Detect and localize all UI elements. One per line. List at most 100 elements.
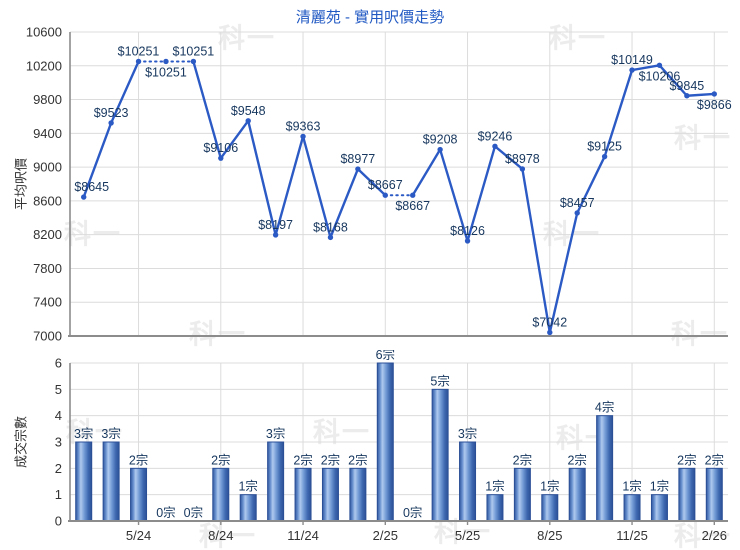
watermark-text: 科一 <box>674 521 732 550</box>
price-line-chart: 7000 7400 7800 8200 8600 9000 9400 9800 10200 106… <box>26 25 732 344</box>
count-y-tick-label: 4 <box>55 408 62 423</box>
price-point-marker <box>245 118 251 124</box>
price-point-marker <box>629 67 635 73</box>
price-line-segment <box>466 145 497 243</box>
transaction-bar <box>294 467 312 522</box>
price-point-marker <box>410 192 416 198</box>
x-tick-label: 2/26 <box>702 528 727 543</box>
transaction-bar <box>239 494 257 522</box>
price-point-marker <box>656 62 663 68</box>
count-y-tick-label: 3 <box>55 435 62 450</box>
count-data-label: 2宗 <box>677 452 696 467</box>
price-line-segment <box>329 167 360 239</box>
price-data-label: $10251 <box>173 44 215 58</box>
count-data-label: 6宗 <box>376 350 395 362</box>
price-data-label: $9125 <box>587 140 622 154</box>
watermark-text: 科一 <box>199 521 257 550</box>
chart-title: 清麗苑 - 實用呎價走勢 <box>295 9 445 26</box>
transaction-bar <box>513 467 531 522</box>
count-data-label: 5宗 <box>430 373 449 388</box>
price-line-segment <box>301 135 332 239</box>
price-point-marker <box>81 194 87 200</box>
count-data-label: 1宗 <box>650 479 669 494</box>
count-data-label: 1宗 <box>622 479 641 494</box>
price-point-marker <box>355 166 361 172</box>
price-data-label: $8126 <box>450 224 485 238</box>
price-point-marker <box>135 58 142 65</box>
price-data-label: $8667 <box>368 178 403 192</box>
price-line-segment <box>630 64 661 72</box>
price-data-label: $9106 <box>203 141 238 155</box>
transaction-bar <box>459 441 477 522</box>
price-data-label: $8457 <box>560 196 595 210</box>
count-y-tick-label: 6 <box>55 356 62 371</box>
count-data-label: 2宗 <box>567 452 586 467</box>
transaction-bar <box>568 467 586 522</box>
count-data-label: 0宗 <box>403 505 422 520</box>
count-y-tick-label: 2 <box>55 461 62 476</box>
watermark-text: 科一 <box>549 23 607 54</box>
watermark-text: 科一 <box>674 123 732 154</box>
count-data-label: 2宗 <box>348 452 367 467</box>
count-data-label: 2宗 <box>513 452 532 467</box>
count-y-tick-label: 0 <box>55 514 62 529</box>
count-data-label: 0宗 <box>156 505 175 520</box>
transaction-bar <box>650 494 668 522</box>
count-data-label: 3宗 <box>458 426 477 441</box>
price-point-marker <box>272 232 279 238</box>
transaction-bar <box>102 441 120 522</box>
price-y-tick-label: 9000 <box>33 160 62 175</box>
count-data-label: 4宗 <box>595 400 614 415</box>
price-y-tick-label: 7800 <box>33 261 62 276</box>
x-tick-label: 11/25 <box>616 528 648 543</box>
transaction-bar <box>75 441 93 522</box>
price-line-segment <box>411 148 442 197</box>
price-y-tick-label: 8600 <box>33 193 62 208</box>
watermark-text: 科一 <box>434 517 492 548</box>
x-tick-label: 8/25 <box>537 528 562 543</box>
price-point-marker <box>218 155 224 161</box>
price-axis-title: 平均呎價 <box>13 157 29 211</box>
price-data-label: $7042 <box>532 315 567 329</box>
price-data-label: $10206 <box>639 69 681 83</box>
count-y-tick-label: 5 <box>55 382 62 397</box>
price-line-segment <box>82 121 113 199</box>
price-y-tick-label: 9800 <box>33 92 62 107</box>
price-data-label: $9866 <box>697 98 732 112</box>
price-data-label: $10149 <box>611 53 653 67</box>
price-data-label: $9208 <box>423 133 458 147</box>
transaction-bar <box>486 494 504 522</box>
price-line-segment <box>438 148 469 243</box>
price-line-segment <box>356 167 387 197</box>
price-data-label: $9363 <box>286 119 321 133</box>
transaction-bar <box>212 467 230 522</box>
price-line-segment <box>219 119 250 160</box>
price-point-marker <box>300 133 306 140</box>
price-data-label: $8978 <box>505 152 540 166</box>
count-data-label: 2宗 <box>211 452 230 467</box>
price-line-segment <box>603 68 634 158</box>
count-axis-title: 成交宗數 <box>13 415 29 469</box>
price-data-label: $9548 <box>231 104 266 118</box>
price-data-label: $8168 <box>313 220 348 234</box>
price-point-marker <box>601 153 608 160</box>
price-y-tick-label: 7000 <box>33 329 62 344</box>
transaction-bar <box>321 467 339 522</box>
watermark-text: 科一 <box>671 319 729 350</box>
price-line-segment <box>548 211 579 334</box>
price-data-label: $9523 <box>94 106 129 120</box>
count-data-label: 3宗 <box>101 426 120 441</box>
count-data-label: 2宗 <box>705 452 724 467</box>
price-point-marker <box>684 93 690 99</box>
transaction-bar <box>596 415 614 522</box>
price-data-label: $8667 <box>395 199 430 213</box>
price-line-segment <box>576 155 606 215</box>
price-point-marker <box>464 238 471 244</box>
price-y-tick-label: 9400 <box>33 126 62 141</box>
x-tick-label: 5/24 <box>126 528 151 543</box>
price-line-segment <box>521 167 551 334</box>
count-data-label: 3宗 <box>266 426 285 441</box>
price-y-tick-label: 10200 <box>26 58 62 73</box>
price-line-segment <box>109 60 140 125</box>
x-tick-label: 11/24 <box>287 528 319 543</box>
